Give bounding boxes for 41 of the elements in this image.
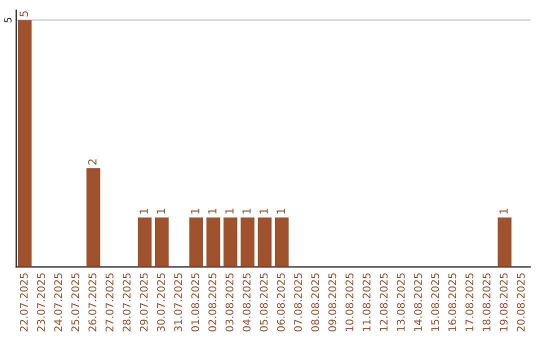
x-tick-label: 15.08.2025 xyxy=(431,273,440,331)
x-tick-label: 29.07.2025 xyxy=(140,273,148,332)
data-label: 1 xyxy=(191,208,200,214)
x-tick-label: 13.08.2025 xyxy=(396,273,405,331)
data-label: 1 xyxy=(260,208,268,214)
data-label: 1 xyxy=(276,208,285,214)
x-tick-label: 08.08.2025 xyxy=(311,273,320,332)
x-tick-label: 23.07.2025 xyxy=(37,273,45,332)
data-label: 1 xyxy=(156,208,165,214)
x-tick-label: 26.07.2025 xyxy=(88,273,96,332)
data-label: 1 xyxy=(242,208,251,214)
x-tick-label: 11.08.2025 xyxy=(362,273,371,331)
x-tick-label: 28.07.2025 xyxy=(122,273,131,332)
x-tick-label: 20.08.2025 xyxy=(516,273,525,332)
data-label: 1 xyxy=(208,208,216,214)
x-tick-label: 02.08.2025 xyxy=(208,273,216,332)
x-tick-label: 01.08.2025 xyxy=(191,273,200,332)
x-tick-label: 12.08.2025 xyxy=(380,273,388,331)
x-tick-label: 18.08.2025 xyxy=(482,273,490,331)
x-tick-label: 09.08.2025 xyxy=(328,273,336,332)
x-tick-label: 04.08.2025 xyxy=(242,273,251,332)
x-tick-label: 27.07.2025 xyxy=(106,273,114,332)
x-tick-label: 31.07.2025 xyxy=(174,273,182,332)
x-tick-label: 10.08.2025 xyxy=(345,273,354,331)
x-tick-label: 16.08.2025 xyxy=(448,273,456,331)
data-label: 1 xyxy=(140,208,148,214)
data-label: 5 xyxy=(20,11,28,16)
x-tick-label: 25.07.2025 xyxy=(71,273,80,332)
data-label: 2 xyxy=(88,159,96,165)
x-tick-label: 03.08.2025 xyxy=(226,273,234,332)
x-tick-label: 24.07.2025 xyxy=(54,273,62,332)
data-label: 1 xyxy=(225,208,234,214)
x-tick-label: 05.08.2025 xyxy=(260,273,268,332)
x-tick-label: 17.08.2025 xyxy=(465,273,474,331)
x-tick-label: 07.08.2025 xyxy=(294,273,302,332)
x-tick-label: 19.08.2025 xyxy=(500,273,508,331)
x-tick-label: 22.07.2025 xyxy=(20,273,28,332)
x-tick-label: 06.08.2025 xyxy=(276,273,285,332)
x-tick-label: 30.07.2025 xyxy=(157,273,165,332)
x-tick-label: 14.08.2025 xyxy=(414,273,422,331)
data-label: 1 xyxy=(500,208,508,214)
